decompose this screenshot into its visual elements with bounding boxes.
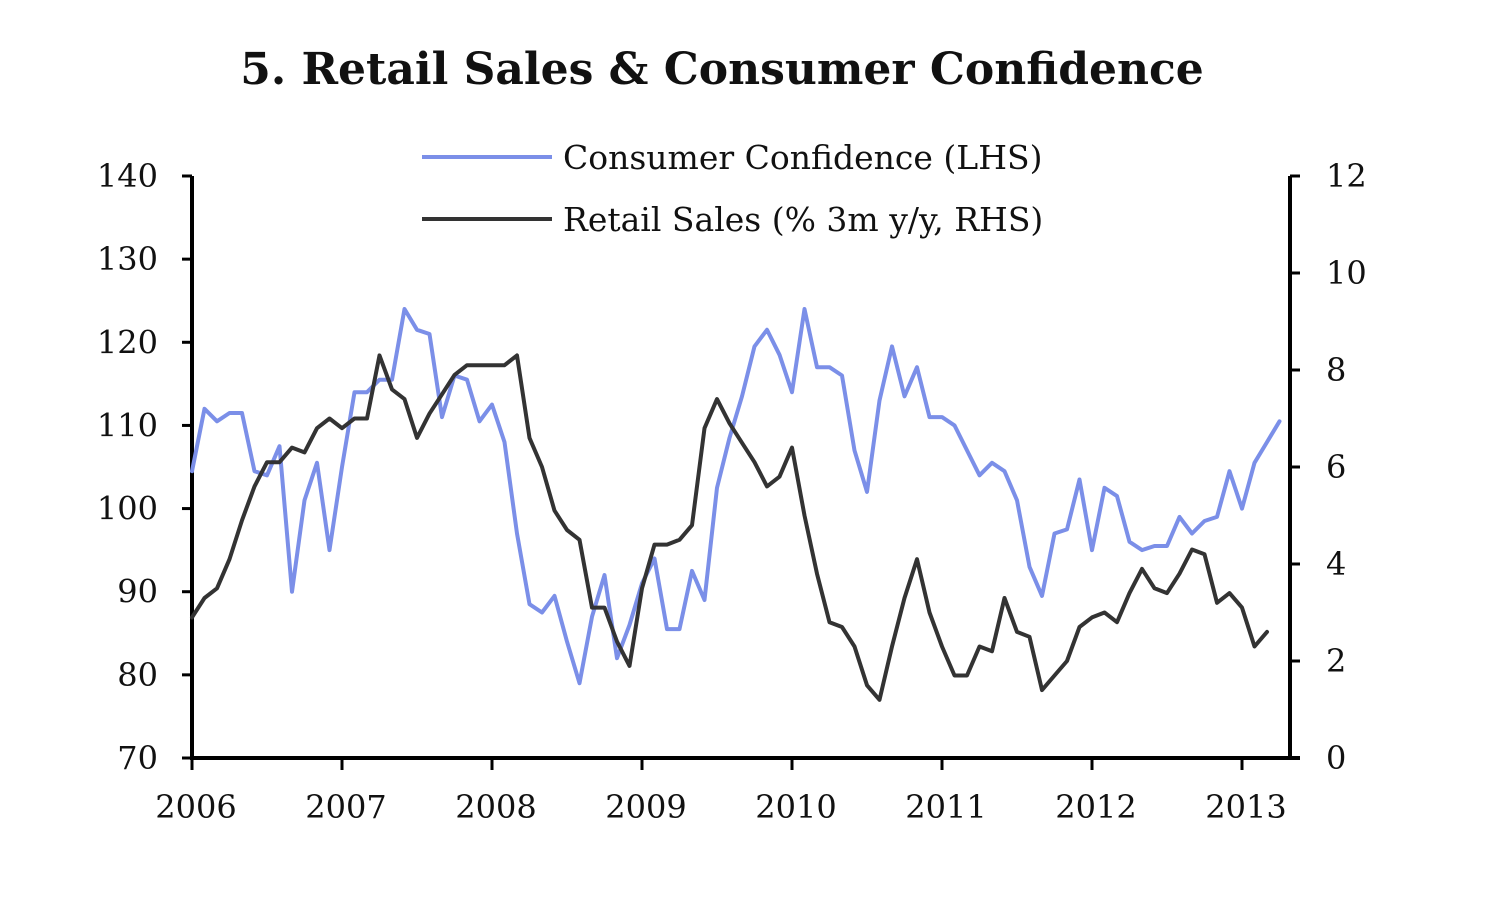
chart-title: 5. Retail Sales & Consumer Confidence <box>240 44 1204 95</box>
legend-label-retail-sales: Retail Sales (% 3m y/y, RHS) <box>563 200 1043 239</box>
series-line-retail-sales <box>190 353 1269 702</box>
left-tick-label: 90 <box>117 573 158 611</box>
x-tick-label: 2012 <box>1055 788 1136 826</box>
left-tick-label: 130 <box>97 240 158 278</box>
series-line-consumer-confidence <box>190 307 1282 686</box>
right-tick-label: 8 <box>1326 351 1346 389</box>
x-tick-label: 2006 <box>155 788 236 826</box>
right-tick-label: 12 <box>1326 157 1367 195</box>
left-tick-label: 110 <box>97 406 158 444</box>
legend-label-consumer-confidence: Consumer Confidence (LHS) <box>563 138 1042 177</box>
right-tick-label: 10 <box>1326 254 1367 292</box>
x-tick-label: 2011 <box>905 788 986 826</box>
left-tick-label: 100 <box>97 490 158 528</box>
series-layer <box>190 307 1282 702</box>
x-axis-ticks: 2006 2007 2008 2009 2010 2011 2012 2013 <box>155 758 1287 826</box>
right-tick-label: 4 <box>1326 545 1346 583</box>
right-axis-ticks: 12 10 8 6 4 2 0 <box>1290 157 1367 777</box>
right-tick-label: 2 <box>1326 642 1346 680</box>
legend: Consumer Confidence (LHS) Retail Sales (… <box>422 138 1043 239</box>
right-tick-label: 0 <box>1326 739 1346 777</box>
right-tick-label: 6 <box>1326 448 1346 486</box>
left-axis-ticks: 140 130 120 110 100 90 80 70 <box>97 157 192 777</box>
x-tick-label: 2008 <box>455 788 536 826</box>
left-tick-label: 80 <box>117 656 158 694</box>
left-tick-label: 70 <box>117 739 158 777</box>
x-tick-label: 2013 <box>1205 788 1286 826</box>
x-tick-label: 2007 <box>305 788 386 826</box>
left-tick-label: 120 <box>97 323 158 361</box>
x-tick-label: 2010 <box>755 788 836 826</box>
x-tick-label: 2009 <box>605 788 686 826</box>
left-tick-label: 140 <box>97 157 158 195</box>
